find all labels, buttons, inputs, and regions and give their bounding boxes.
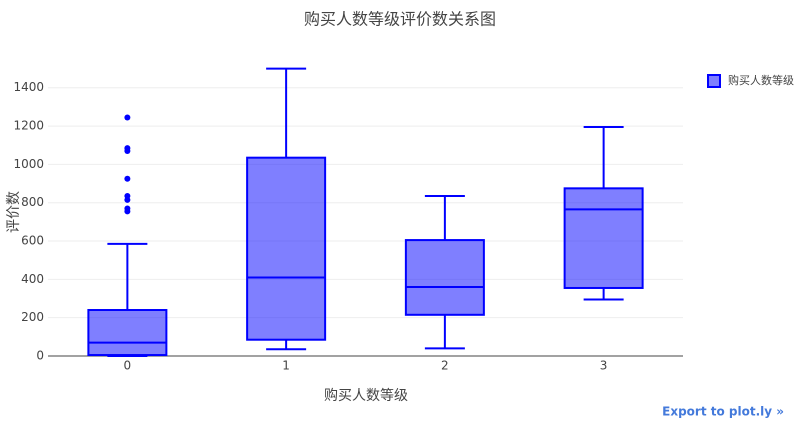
y-tick-label: 0 <box>36 349 44 363</box>
x-tick-label: 2 <box>441 359 449 373</box>
legend-swatch <box>707 74 721 88</box>
outlier <box>124 175 131 182</box>
x-tick-label: 0 <box>124 359 132 373</box>
y-tick-label: 600 <box>21 234 44 248</box>
outlier <box>124 114 131 121</box>
y-tick-label: 1200 <box>13 119 44 133</box>
box <box>87 309 168 357</box>
x-tick-label: 1 <box>282 359 290 373</box>
y-tick-label: 1000 <box>13 157 44 171</box>
outlier <box>124 147 131 154</box>
y-tick-label: 1400 <box>13 80 44 94</box>
box <box>404 239 485 316</box>
legend-label: 购买人数等级 <box>728 73 794 87</box>
x-axis-label: 购买人数等级 <box>324 387 408 404</box>
export-link[interactable]: Export to plot.ly » <box>662 405 784 419</box>
box <box>563 187 644 289</box>
chart-title: 购买人数等级评价数关系图 <box>304 10 496 29</box>
outlier <box>124 196 131 203</box>
box <box>246 156 327 341</box>
y-tick-label: 400 <box>21 272 44 286</box>
y-axis-label: 评价数 <box>6 191 22 233</box>
y-tick-label: 800 <box>21 195 44 209</box>
x-tick-label: 3 <box>600 359 608 373</box>
y-tick-label: 200 <box>21 310 44 324</box>
outlier <box>124 208 131 215</box>
